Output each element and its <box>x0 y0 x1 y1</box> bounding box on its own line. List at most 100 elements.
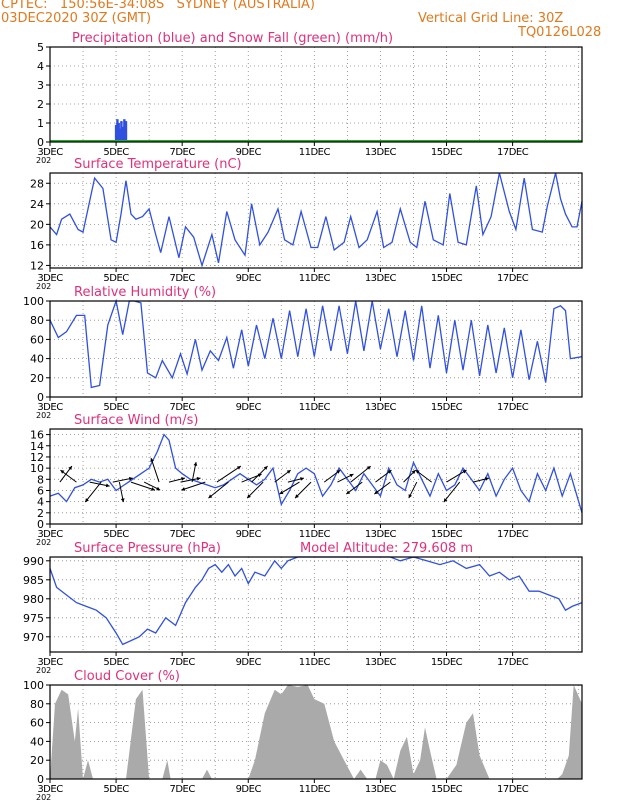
y-tick-label: 0 <box>37 773 44 786</box>
y-tick-label: 8 <box>37 473 44 486</box>
x-tick-label: 17DEC <box>497 657 529 668</box>
year-label-fragment: 202 <box>36 156 51 165</box>
x-tick-label: 5DEC <box>103 784 129 795</box>
y-tick-label: 14 <box>30 440 44 453</box>
station-header: CPTEC: 150:56E-34:08S SYDNEY (AUSTRALIA) <box>1 0 316 12</box>
y-tick-label: 975 <box>23 612 44 625</box>
y-tick-label: 0 <box>37 518 44 531</box>
wind-arrowhead <box>415 470 420 474</box>
grid-note: Vertical Grid Line: 30Z <box>418 11 564 26</box>
y-tick-label: 970 <box>23 631 44 644</box>
y-tick-label: 20 <box>30 372 44 385</box>
x-tick-label: 3DEC <box>37 529 63 540</box>
wind-arrowhead <box>193 462 198 466</box>
wind-arrowhead <box>105 483 110 488</box>
wind-frame <box>49 428 583 525</box>
y-tick-label: 20 <box>30 754 44 767</box>
model-code: TQ0126L028 <box>518 25 602 40</box>
y-tick-label: 100 <box>23 295 44 308</box>
x-tick-label: 17DEC <box>497 273 529 284</box>
cloud-frame <box>49 684 583 780</box>
precip-bar <box>117 123 120 142</box>
x-tick-label: 7DEC <box>169 147 195 158</box>
cloud-panel: 0 20 40 60 80 100 3DEC 5DEC 7DEC 9DEC 11DEC 13DEC 15… <box>23 669 583 800</box>
x-tick-label: 15DEC <box>431 402 463 413</box>
wind-arrowhead <box>349 473 354 478</box>
x-tick-label: 11DEC <box>299 784 331 795</box>
wind-arrowhead <box>300 477 304 481</box>
x-tick-label: 9DEC <box>236 784 262 795</box>
precip-panel: 0 1 2 3 4 5 3DEC 5DEC 7DEC 9DEC 11DEC 13DEC 15DEC 17D… <box>36 31 583 165</box>
pressure-title: Surface Pressure (hPa) <box>74 541 221 556</box>
x-tick-label: 17DEC <box>497 147 529 158</box>
y-tick-label: 980 <box>23 593 44 606</box>
y-tick-label: 985 <box>23 574 44 587</box>
x-tick-label: 5DEC <box>103 273 129 284</box>
wind-vector <box>294 481 312 499</box>
precip-bar <box>114 124 118 142</box>
wind-arrowhead <box>181 487 186 491</box>
year-label-fragment: 202 <box>36 793 51 800</box>
temp-series-line <box>49 172 583 268</box>
wind-vector <box>181 481 206 491</box>
x-tick-label: 15DEC <box>431 784 463 795</box>
y-tick-label: 4 <box>37 60 44 73</box>
wind-arrowhead <box>181 477 185 481</box>
x-tick-label: 11DEC <box>299 402 331 413</box>
run-date: 03DEC2020 30Z (GMT) <box>1 11 152 26</box>
year-label-fragment: 202 <box>36 666 51 675</box>
x-tick-label: 13DEC <box>365 273 397 284</box>
x-tick-label: 9DEC <box>236 147 262 158</box>
x-tick-label: 13DEC <box>365 529 397 540</box>
wind-vector <box>279 481 300 495</box>
y-tick-label: 3 <box>37 79 44 92</box>
cloud-cover-area <box>50 685 582 779</box>
y-tick-label: 60 <box>30 333 44 346</box>
precip-bar <box>123 119 126 142</box>
wind-vector <box>130 481 156 491</box>
x-tick-label: 7DEC <box>169 529 195 540</box>
wind-arrowhead <box>85 498 89 503</box>
wind-vector <box>216 465 242 483</box>
y-tick-label: 12 <box>30 259 44 272</box>
x-tick-label: 5DEC <box>103 529 129 540</box>
x-tick-label: 3DEC <box>37 273 63 284</box>
wind-arrowhead <box>279 490 284 495</box>
wind-vector <box>84 481 102 503</box>
y-tick-label: 80 <box>30 314 44 327</box>
year-label-fragment: 202 <box>36 538 51 547</box>
precip-bar <box>116 119 119 142</box>
y-tick-label: 990 <box>23 555 44 568</box>
x-tick-label: 7DEC <box>169 402 195 413</box>
wind-arrowhead <box>68 466 72 471</box>
x-tick-label: 3DEC <box>37 147 63 158</box>
y-tick-label: 1 <box>37 117 44 130</box>
x-tick-label: 3DEC <box>37 402 63 413</box>
wind-arrowhead <box>411 470 416 474</box>
x-tick-label: 17DEC <box>497 784 529 795</box>
precip-bar <box>124 121 128 142</box>
y-tick-label: 0 <box>37 391 44 404</box>
pressure-panel: 970 975 980 985 990 3DEC 5DEC 7DEC 9DEC 11DEC 13DE… <box>23 541 583 675</box>
wind-arrowhead <box>60 470 65 474</box>
y-tick-label: 40 <box>30 353 44 366</box>
precip-bar <box>118 128 122 142</box>
year-label-fragment: 202 <box>36 411 51 420</box>
precip-bar <box>120 121 123 142</box>
y-tick-label: 5 <box>37 41 44 54</box>
cloud-title: Cloud Cover (%) <box>74 669 180 684</box>
wind-vector <box>350 465 372 483</box>
x-tick-label: 15DEC <box>431 147 463 158</box>
x-tick-label: 17DEC <box>497 402 529 413</box>
x-tick-label: 13DEC <box>365 402 397 413</box>
precip-title: Precipitation (blue) and Snow Fall (gree… <box>72 31 393 46</box>
model-altitude: Model Altitude: 279.608 m <box>300 541 473 556</box>
x-tick-label: 5DEC <box>103 147 129 158</box>
y-tick-label: 28 <box>30 177 44 190</box>
x-tick-label: 11DEC <box>299 273 331 284</box>
year-label-fragment: 202 <box>36 282 51 291</box>
wind-arrowhead <box>374 490 379 495</box>
wind-arrowhead <box>120 498 125 503</box>
rh-panel: 0 20 40 60 80 100 3DEC 5DEC 7DEC 9DEC 11DEC 13DEC 15… <box>23 285 583 420</box>
